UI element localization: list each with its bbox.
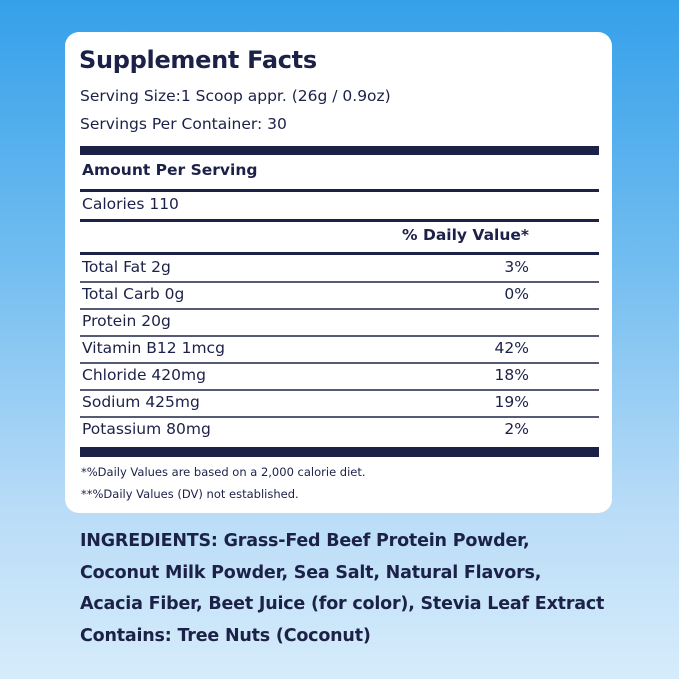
thick-divider	[80, 146, 599, 155]
nutrient-row: Total Fat 2g 3%	[80, 255, 599, 282]
nutrient-label: Total Fat 2g	[82, 258, 171, 276]
nutrient-label: Chloride 420mg	[82, 366, 206, 384]
nutrient-row: Protein 20g	[80, 309, 599, 336]
nutrient-daily-value: 2%	[504, 420, 529, 438]
divider	[80, 362, 599, 364]
thick-divider	[80, 447, 599, 457]
ingredients-line: Acacia Fiber, Beet Juice (for color), St…	[80, 594, 605, 614]
nutrient-label: Protein 20g	[82, 312, 171, 330]
ingredients-line: INGREDIENTS: Grass-Fed Beef Protein Powd…	[80, 531, 530, 551]
nutrient-daily-value: 0%	[504, 285, 529, 303]
divider	[80, 416, 599, 418]
nutrient-row: Chloride 420mg 18%	[80, 363, 599, 390]
divider	[80, 308, 599, 310]
divider	[80, 389, 599, 391]
nutrient-daily-value: 3%	[504, 258, 529, 276]
nutrient-row: Potassium 80mg 2%	[80, 417, 599, 444]
divider	[80, 252, 599, 255]
amount-per-serving: Amount Per Serving	[80, 158, 599, 185]
serving-size: Serving Size:1 Scoop appr. (26g / 0.9oz)	[80, 87, 391, 105]
footnote-1: *%Daily Values are based on a 2,000 calo…	[81, 465, 366, 479]
nutrient-daily-value: 18%	[494, 366, 529, 384]
daily-value-header-row: % Daily Value*	[80, 223, 599, 250]
nutrient-label: Sodium 425mg	[82, 393, 200, 411]
nutrient-daily-value: 19%	[494, 393, 529, 411]
divider	[80, 281, 599, 283]
nutrient-row: Total Carb 0g 0%	[80, 282, 599, 309]
ingredients-line: Coconut Milk Powder, Sea Salt, Natural F…	[80, 562, 542, 583]
divider	[80, 189, 599, 192]
nutrient-label: Total Carb 0g	[82, 285, 185, 303]
divider	[80, 335, 599, 337]
divider	[80, 219, 599, 222]
nutrient-label: Potassium 80mg	[82, 420, 211, 438]
panel-title: Supplement Facts	[79, 46, 317, 74]
calories-label: Calories 110	[82, 195, 179, 213]
nutrient-label: Vitamin B12 1mcg	[82, 339, 225, 357]
nutrient-daily-value: 42%	[494, 339, 529, 357]
amount-per-serving-label: Amount Per Serving	[82, 161, 258, 179]
daily-value-header: % Daily Value*	[402, 226, 529, 244]
footnote-2: **%Daily Values (DV) not established.	[81, 487, 299, 501]
nutrient-row: Vitamin B12 1mcg 42%	[80, 336, 599, 363]
nutrient-row: Sodium 425mg 19%	[80, 390, 599, 417]
ingredients-list: INGREDIENTS: Grass-Fed Beef Protein Powd…	[80, 526, 604, 652]
servings-per-container: Servings Per Container: 30	[80, 115, 287, 133]
supplement-facts-panel: Supplement Facts Serving Size:1 Scoop ap…	[65, 32, 612, 513]
allergen-statement: Contains: Tree Nuts (Coconut)	[80, 625, 371, 646]
calories-row: Calories 110	[80, 192, 599, 219]
